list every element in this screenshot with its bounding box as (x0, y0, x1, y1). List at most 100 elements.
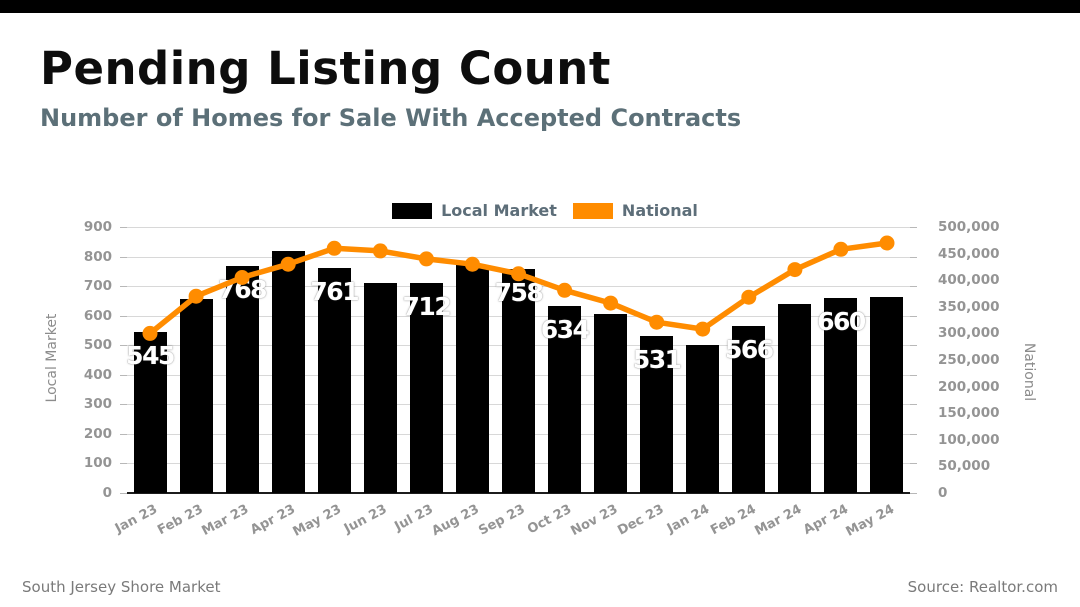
left-tick-mark (120, 374, 127, 376)
national-line-point (418, 251, 434, 267)
left-tick-label: 400 (83, 366, 112, 383)
top-black-bar (0, 0, 1080, 13)
x-tick-label: Sep 23 (476, 501, 529, 539)
left-tick-label: 900 (83, 219, 112, 235)
local-market-bar: 758 (495, 268, 544, 493)
local-market-swatch-icon (392, 202, 433, 219)
left-tick-mark (120, 345, 127, 347)
x-tick-label: Mar 23 (199, 501, 252, 539)
x-axis-line (127, 492, 910, 494)
national-line-point (741, 289, 757, 305)
national-line-point (649, 314, 665, 330)
plot-area: 545 768 761 712 758 634 531 566 660 (120, 227, 917, 494)
right-tick-label: 200,000 (938, 378, 1000, 395)
right-tick-label: 150,000 (938, 405, 1000, 422)
left-tick-label: 600 (83, 307, 112, 324)
x-tick-label: Apr 23 (247, 501, 298, 538)
footer-market-label: South Jersey Shore Market (22, 578, 221, 596)
bar-value-label: 660 (817, 306, 866, 336)
page-title: Pending Listing Count (40, 42, 611, 95)
right-tick-label: 300,000 (938, 325, 1000, 342)
national-line-point (879, 235, 895, 251)
x-tick-label: Jan 24 (665, 501, 713, 537)
bar-value-label: 531 (632, 345, 682, 375)
right-tick-mark (910, 256, 917, 258)
bar-value-label: 712 (402, 291, 452, 321)
x-tick-label: Jun 23 (342, 501, 390, 537)
local-market-bar: 660 (817, 297, 866, 493)
right-tick-label: 50,000 (938, 458, 991, 475)
left-tick-label: 300 (83, 396, 112, 413)
left-tick-mark (120, 286, 127, 288)
right-tick-mark (910, 404, 917, 406)
legend-label-local-market: Local Market (441, 201, 557, 220)
x-tick-label: Aug 23 (429, 501, 482, 540)
x-tick-label: May 24 (843, 501, 897, 540)
page-subtitle: Number of Homes for Sale With Accepted C… (40, 104, 742, 132)
x-tick-label: Apr 24 (800, 501, 851, 538)
footer-source-label: Source: Realtor.com (907, 578, 1058, 596)
local-market-bar (363, 283, 397, 493)
national-line-point (603, 295, 619, 311)
local-market-bar (594, 314, 628, 493)
x-tick-label: Feb 23 (155, 501, 206, 539)
x-tick-label: Feb 24 (707, 501, 759, 539)
local-market-bar (271, 250, 305, 493)
left-tick-mark (120, 493, 127, 494)
left-tick-label: 800 (83, 248, 112, 265)
right-tick-mark (910, 286, 917, 288)
legend-item-national: National (572, 201, 698, 220)
x-tick-label: Jul 23 (392, 501, 436, 535)
right-tick-label: 350,000 (938, 298, 1000, 315)
left-tick-mark (120, 433, 127, 435)
x-tick-label: Mar 24 (752, 501, 805, 539)
national-line-point (833, 241, 849, 257)
left-tick-mark (120, 256, 127, 258)
left-tick-mark (120, 463, 127, 465)
right-tick-mark (910, 345, 917, 347)
left-tick-label: 0 (102, 485, 112, 501)
left-tick-label: 700 (83, 278, 112, 295)
local-market-bar: 634 (541, 305, 590, 493)
left-tick-label: 100 (83, 455, 112, 472)
left-axis-title: Local Market (44, 313, 60, 403)
national-line-point (557, 282, 573, 298)
bar-value-label: 545 (126, 340, 175, 370)
bar-value-label: 761 (310, 277, 359, 307)
right-tick-label: 100,000 (938, 431, 1000, 448)
national-swatch-icon (572, 202, 613, 219)
local-market-bar (870, 297, 904, 493)
x-tick-label: May 23 (290, 501, 344, 540)
local-market-bar (686, 345, 720, 493)
national-line-point (787, 262, 803, 278)
left-tick-label: 500 (83, 337, 112, 354)
right-tick-mark (910, 227, 917, 228)
bar-value-label: 758 (494, 277, 544, 307)
national-line-point (695, 321, 711, 337)
right-tick-mark (910, 433, 917, 435)
right-axis-title: National (1021, 342, 1037, 402)
right-tick-label: 250,000 (938, 352, 1000, 368)
local-market-bar: 531 (633, 336, 682, 493)
local-market-bar: 768 (218, 266, 267, 493)
local-market-bar (455, 265, 489, 493)
x-axis-tick-labels: Jan 23 Feb 23 Mar 23 Apr 23 May 23 Jun 23 Jul … (112, 493, 910, 563)
right-tick-mark (910, 463, 917, 465)
chart-legend: Local Market National (0, 201, 1080, 220)
right-tick-mark (910, 374, 917, 376)
local-market-bar (778, 303, 812, 493)
left-tick-mark (120, 315, 127, 317)
national-line-point (326, 240, 342, 256)
bar-value-label: 768 (218, 275, 267, 305)
bar-value-label: 566 (724, 334, 774, 364)
right-tick-label: 400,000 (938, 272, 1000, 289)
gridline (127, 227, 910, 228)
left-tick-label: 200 (83, 425, 112, 442)
x-tick-label: Nov 23 (568, 501, 621, 540)
right-tick-mark (910, 493, 917, 494)
right-tick-label: 0 (938, 485, 948, 501)
gridline (127, 256, 910, 258)
right-tick-label: 500,000 (938, 219, 1000, 235)
right-tick-mark (910, 315, 917, 317)
